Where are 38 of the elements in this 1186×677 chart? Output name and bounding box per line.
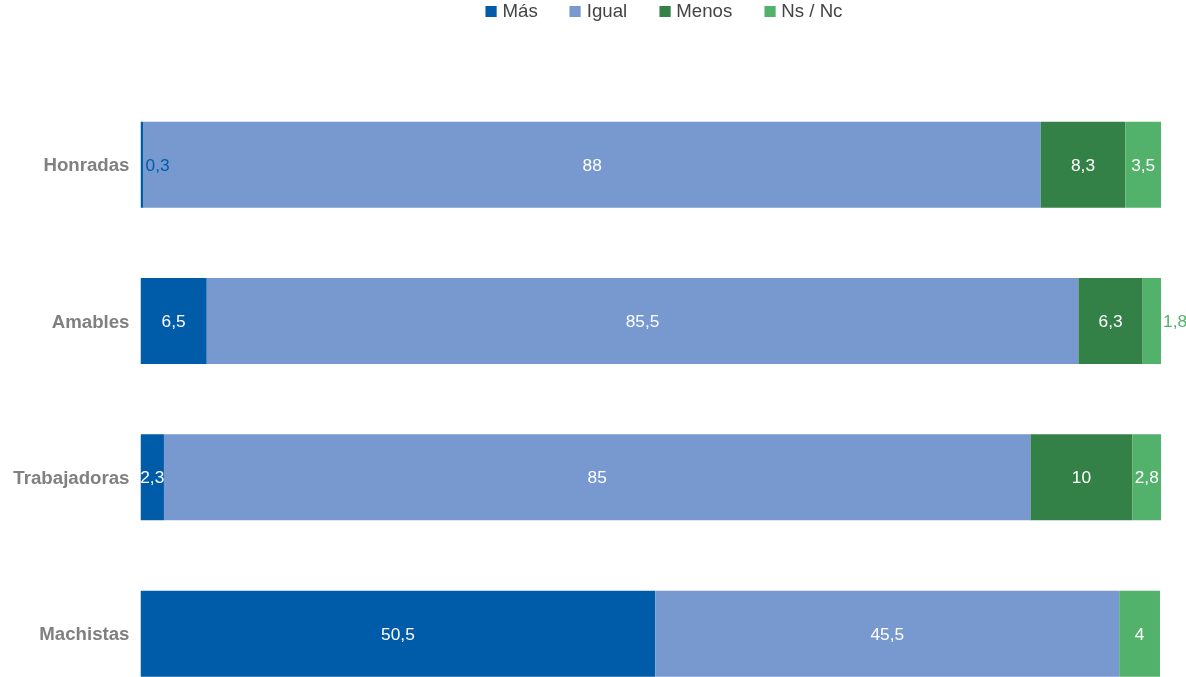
bar xyxy=(140,121,144,208)
data-label: 50,5 xyxy=(381,623,415,644)
data-label: 85 xyxy=(587,467,607,488)
y-tick-label: Trabajadoras xyxy=(13,466,130,488)
data-label: 2,8 xyxy=(1134,467,1159,488)
legend-label: Ns / Nc xyxy=(781,0,843,22)
y-tick-label: Machistas xyxy=(39,623,130,645)
bar xyxy=(1132,434,1162,521)
y-tick-label: Honradas xyxy=(43,154,130,176)
bar xyxy=(140,434,164,521)
data-label: 1,8 xyxy=(1163,311,1186,332)
legend-label: Igual xyxy=(586,0,628,22)
data-label: 10 xyxy=(1071,467,1092,488)
bar xyxy=(1125,121,1162,208)
y-tick-label: Amables xyxy=(51,310,130,332)
legend-label: Más xyxy=(502,0,538,22)
bar xyxy=(163,434,1031,521)
data-label: 3,5 xyxy=(1131,154,1156,175)
data-label: 4 xyxy=(1134,623,1145,644)
data-label: 85,5 xyxy=(625,311,660,332)
bar xyxy=(1142,278,1162,365)
bar xyxy=(1078,278,1143,365)
bar xyxy=(1030,434,1133,521)
bar xyxy=(140,278,207,365)
bar xyxy=(206,278,1079,365)
data-label: 88 xyxy=(582,154,602,175)
data-label: 6,3 xyxy=(1098,311,1123,332)
bar xyxy=(1119,590,1160,677)
bar xyxy=(143,121,1041,208)
legend-label: Menos xyxy=(676,0,733,22)
bar xyxy=(1040,121,1126,208)
data-label: 6,5 xyxy=(161,311,186,332)
bar xyxy=(140,590,656,677)
data-label: 2,3 xyxy=(140,467,165,488)
data-label: 0,3 xyxy=(145,154,170,175)
bar xyxy=(655,590,1120,677)
data-label: 8,3 xyxy=(1070,154,1096,175)
data-label: 45,5 xyxy=(870,623,905,644)
